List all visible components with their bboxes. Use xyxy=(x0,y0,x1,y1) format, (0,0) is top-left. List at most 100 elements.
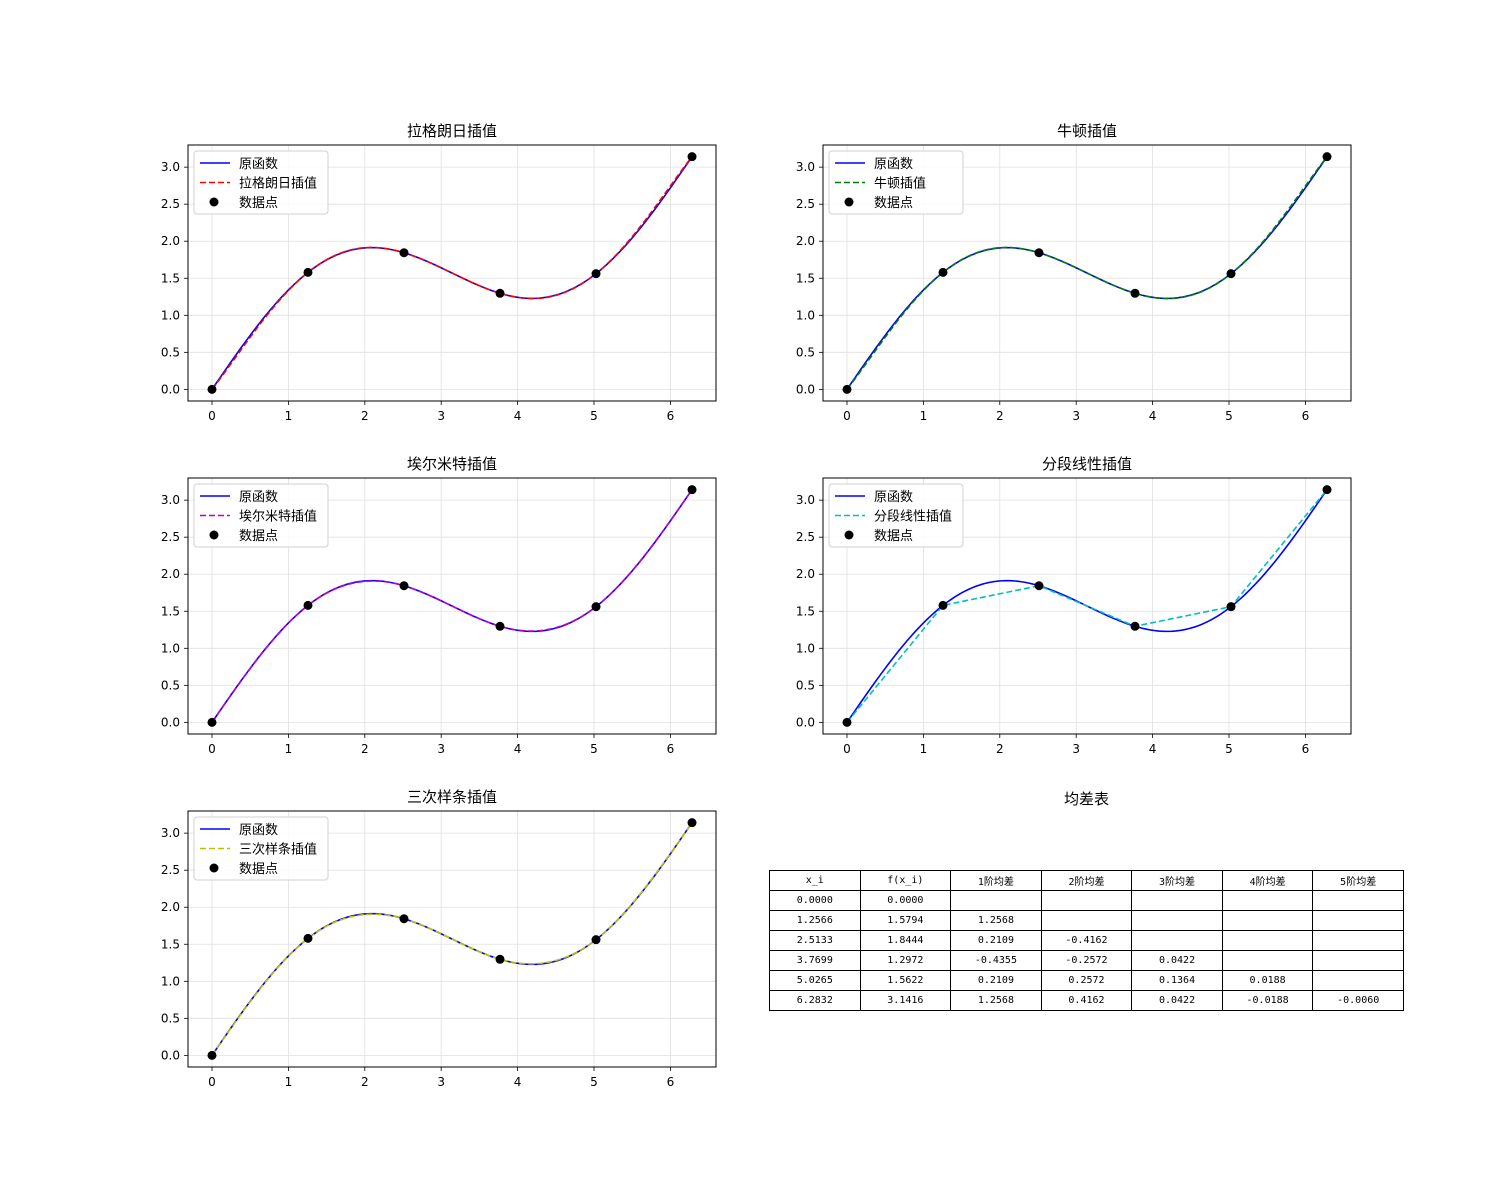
interpolation-line xyxy=(846,156,1328,390)
table-row: 0.0000 0.0000 xyxy=(769,890,1404,911)
table-cell: 1.5622 xyxy=(859,970,952,991)
legend-label: 数据点 xyxy=(874,196,913,211)
y-tick-label: 2.0 xyxy=(161,567,180,581)
x-tick-label: 4 xyxy=(514,409,522,423)
table-cell: 3.1416 xyxy=(859,990,952,1011)
y-tick-label: 1.0 xyxy=(161,308,180,322)
x-tick-label: 3 xyxy=(1072,409,1080,423)
table-cell xyxy=(1131,930,1223,951)
legend-label: 数据点 xyxy=(874,529,913,544)
y-tick-label: 2.0 xyxy=(796,234,815,248)
data-point xyxy=(207,384,217,394)
axes-frame xyxy=(187,810,717,1068)
chart-panel-1: 0 1 2 3 4 5 60.00.51.01.52.02.53.0拉格朗日插值原函数拉格朗… xyxy=(161,122,717,423)
y-tick-label: 0.0 xyxy=(796,382,815,396)
interpolation-line xyxy=(211,489,693,723)
data-point xyxy=(399,248,409,258)
x-tick-label: 5 xyxy=(1225,409,1233,423)
table-header-cell: x_i xyxy=(769,870,861,891)
table-cell: -0.2572 xyxy=(1040,950,1133,971)
y-tick-label: 0.0 xyxy=(161,382,180,396)
data-point xyxy=(1034,248,1044,258)
table-cell: 0.2572 xyxy=(1040,970,1133,991)
legend-marker xyxy=(209,197,219,207)
x-tick-label: 5 xyxy=(1225,742,1233,756)
y-tick-label: 1.5 xyxy=(796,271,815,285)
y-tick-label: 2.0 xyxy=(161,900,180,914)
data-point xyxy=(303,933,313,943)
x-tick-label: 4 xyxy=(1149,742,1157,756)
x-tick-label: 1 xyxy=(285,409,293,423)
table-cell: 0.4162 xyxy=(1040,990,1133,1011)
divided-difference-table: x_i f(x_i) 1阶均差 2阶均差 3阶均差 4阶均差 5阶均差 0.0000 0.00… xyxy=(769,870,1404,1011)
table-cell: 1.2972 xyxy=(859,950,952,971)
table-header-cell: f(x_i) xyxy=(859,870,952,891)
legend-marker xyxy=(844,197,854,207)
y-tick-label: 3.0 xyxy=(161,493,180,507)
table-cell xyxy=(1312,970,1404,991)
chart-title: 牛顿插值 xyxy=(1057,122,1117,140)
x-tick-label: 3 xyxy=(437,742,445,756)
x-tick-label: 6 xyxy=(667,409,675,423)
table-cell: 0.0000 xyxy=(859,890,952,911)
y-tick-label: 2.5 xyxy=(161,863,180,877)
table-cell: 0.0000 xyxy=(769,890,861,911)
table-cell: 1.2568 xyxy=(950,990,1042,1011)
table-cell: 0.2109 xyxy=(950,970,1042,991)
y-tick-label: 1.0 xyxy=(161,641,180,655)
x-tick-label: 0 xyxy=(843,742,851,756)
data-point xyxy=(1226,602,1236,612)
axes-frame xyxy=(822,477,1352,735)
data-point xyxy=(938,600,948,610)
table-cell: 1.5794 xyxy=(859,910,952,931)
y-tick-label: 3.0 xyxy=(161,160,180,174)
data-point xyxy=(495,288,505,298)
x-tick-label: 2 xyxy=(361,1075,369,1089)
table-cell: 0.1364 xyxy=(1131,970,1223,991)
x-tick-label: 5 xyxy=(590,409,598,423)
legend-label: 原函数 xyxy=(874,490,913,505)
chart-panel-4: 0 1 2 3 4 5 60.00.51.01.52.02.53.0分段线性插值原函数分段线… xyxy=(796,455,1352,756)
table-cell xyxy=(1221,910,1314,931)
table-cell: -0.4355 xyxy=(950,950,1042,971)
table-header-cell: 1阶均差 xyxy=(950,870,1042,891)
table-row: 6.2832 3.1416 1.2568 0.4162 0.0422 -0.0188 -0.… xyxy=(769,990,1404,1011)
x-tick-label: 4 xyxy=(1149,409,1157,423)
chart-title: 拉格朗日插值 xyxy=(407,122,497,140)
y-tick-label: 1.0 xyxy=(796,641,815,655)
data-point xyxy=(687,152,697,162)
table-row: 5.0265 1.5622 0.2109 0.2572 0.1364 0.0188 xyxy=(769,970,1404,991)
axes-frame xyxy=(187,477,717,735)
table-row: 3.7699 1.2972 -0.4355 -0.2572 0.0422 xyxy=(769,950,1404,971)
table-cell: 0.2109 xyxy=(950,930,1042,951)
table-header-row: x_i f(x_i) 1阶均差 2阶均差 3阶均差 4阶均差 5阶均差 xyxy=(769,870,1404,891)
data-point xyxy=(591,935,601,945)
legend-marker xyxy=(844,530,854,540)
table-cell: 2.5133 xyxy=(769,930,861,951)
table-header-cell: 3阶均差 xyxy=(1131,870,1223,891)
y-tick-label: 0.0 xyxy=(161,715,180,729)
table-cell: 1.2568 xyxy=(950,910,1042,931)
data-point xyxy=(1130,621,1140,631)
y-tick-label: 1.5 xyxy=(796,604,815,618)
x-tick-label: 0 xyxy=(208,1075,216,1089)
y-tick-label: 2.5 xyxy=(161,197,180,211)
table-header-cell: 2阶均差 xyxy=(1040,870,1133,891)
legend-box xyxy=(193,816,329,881)
table-cell xyxy=(1221,930,1314,951)
data-point xyxy=(687,485,697,495)
y-tick-label: 1.5 xyxy=(161,271,180,285)
legend-marker xyxy=(209,530,219,540)
data-point xyxy=(207,717,217,727)
chart-title: 三次样条插值 xyxy=(407,788,497,806)
table-cell xyxy=(950,890,1042,911)
chart-panel-2: 0 1 2 3 4 5 60.00.51.01.52.02.53.0牛顿插值原函数牛顿插值数… xyxy=(796,122,1352,423)
legend-box xyxy=(828,483,964,548)
legend-marker xyxy=(209,863,219,873)
x-tick-label: 6 xyxy=(667,1075,675,1089)
legend-box xyxy=(193,483,329,548)
